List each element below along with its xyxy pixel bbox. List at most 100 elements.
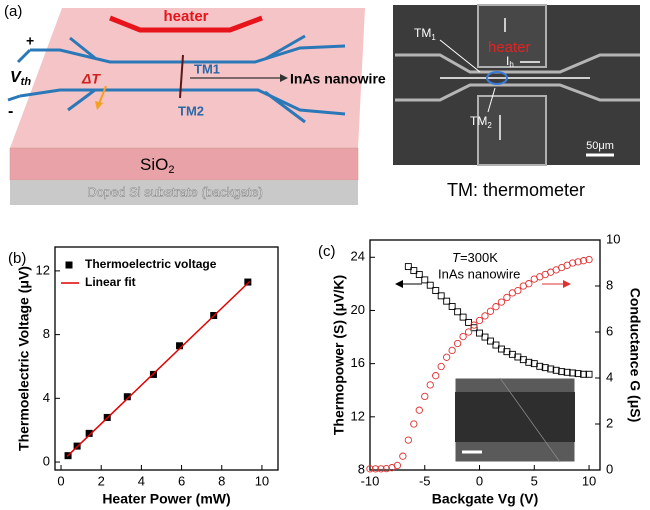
data-point [503, 293, 511, 302]
data-point [366, 465, 374, 473]
y2-tick-label: 4 [606, 369, 613, 384]
caption: TM: thermometer [447, 180, 585, 200]
legend-label: Linear fit [85, 275, 136, 289]
sem-image: TM1 heater Ih TM2 50μm [393, 4, 640, 166]
data-point [579, 257, 588, 265]
panel-label: (a) [4, 3, 22, 20]
data-point [486, 307, 495, 315]
x-axis-label: Heater Power (mW) [102, 491, 230, 507]
x-tick-label: 8 [218, 473, 225, 488]
x-tick-label: -10 [361, 473, 380, 488]
data-point [85, 429, 93, 437]
plot-frame [54, 246, 279, 471]
label: Doped Si substrate (backgate) [87, 184, 263, 199]
data-point [574, 370, 582, 378]
y2-tick-label: 6 [606, 323, 613, 338]
data-point [552, 366, 560, 374]
panel-label: (b) [8, 250, 26, 267]
data-point [481, 333, 489, 341]
data-point [377, 465, 385, 473]
data-point [448, 346, 456, 355]
fit-line [66, 280, 251, 458]
label-base: TM [470, 114, 487, 128]
y-tick-label: 0 [43, 453, 50, 468]
x-tick-label: 10 [582, 473, 596, 488]
highlight [486, 71, 508, 85]
data-point [574, 258, 582, 266]
data-point [568, 259, 577, 267]
label: ΔT [81, 71, 101, 87]
data-point [415, 271, 423, 279]
data-point [410, 420, 418, 428]
data-point [459, 313, 467, 321]
electrode [395, 83, 640, 102]
data-point [415, 406, 423, 414]
data-point [437, 362, 445, 371]
label: + [26, 33, 34, 49]
label-sub: 2 [168, 164, 174, 176]
y-tick-label: 8 [358, 461, 365, 476]
data-point [443, 297, 451, 305]
data-point [432, 287, 440, 294]
label: TM2 [470, 114, 492, 130]
data-point [123, 393, 131, 401]
inset-image [454, 377, 576, 463]
data-point [421, 276, 429, 284]
data-point [525, 280, 533, 288]
data-point [410, 267, 418, 275]
oxide-front [9, 147, 359, 181]
label-base: I [506, 54, 509, 68]
x-tick-label: 6 [178, 473, 185, 488]
label: TM1 [414, 26, 436, 42]
data-point [475, 316, 484, 325]
y-tick-label: 16 [351, 355, 365, 370]
data-point [432, 372, 440, 380]
label-base: SiO [140, 155, 168, 174]
y-axis-label: Thermoelectric Voltage (μV) [16, 266, 32, 451]
x-tick-label: 0 [476, 473, 483, 488]
arrow [98, 85, 107, 105]
arrow-head [395, 280, 403, 288]
label: heater [163, 8, 208, 25]
data-point [426, 381, 434, 389]
chart: 0 2 4 6 8 10 0 4 8 12 Heater Power (mW) Thermoelect… [8, 246, 279, 507]
data-point [371, 465, 380, 473]
data-point [514, 286, 522, 295]
y2-axis-label: Conductance G (μS) [627, 288, 643, 423]
data-point [558, 368, 566, 376]
label: TM1 [194, 61, 220, 76]
y2-tick-label: 8 [606, 277, 613, 292]
y-axis-label: Thermopower (S) (μV/K) [331, 275, 347, 435]
y-tick-label: 12 [351, 408, 365, 423]
data-point [492, 341, 500, 349]
label-sub: 1 [431, 33, 436, 42]
data-point [497, 298, 506, 306]
data-point [492, 303, 500, 311]
data-point [580, 370, 588, 378]
data-point [569, 369, 577, 377]
data-point [399, 452, 407, 460]
label-sub: 2 [487, 121, 492, 130]
data-point [585, 255, 593, 264]
y2-tick-label: 10 [606, 231, 620, 246]
label-sub: h [509, 60, 513, 69]
annotation: InAs nanowire [438, 266, 520, 281]
annotation-symbol: T [452, 250, 461, 265]
y-tick-label: 8 [43, 326, 50, 341]
plot-frame [369, 239, 601, 471]
electrode [477, 95, 547, 166]
data-point [541, 364, 549, 372]
data-point [443, 353, 451, 361]
panel-label: (c) [318, 243, 336, 260]
arrow-head [95, 101, 103, 110]
label: - [8, 103, 13, 120]
x-tick-label: 5 [531, 473, 538, 488]
scale-label: 50μm [586, 140, 614, 152]
data-point [421, 392, 429, 401]
data-point [476, 329, 483, 337]
label: heater [488, 39, 531, 56]
label-sub: th [21, 76, 32, 88]
data-point [382, 464, 391, 473]
arrow-head [563, 280, 571, 288]
